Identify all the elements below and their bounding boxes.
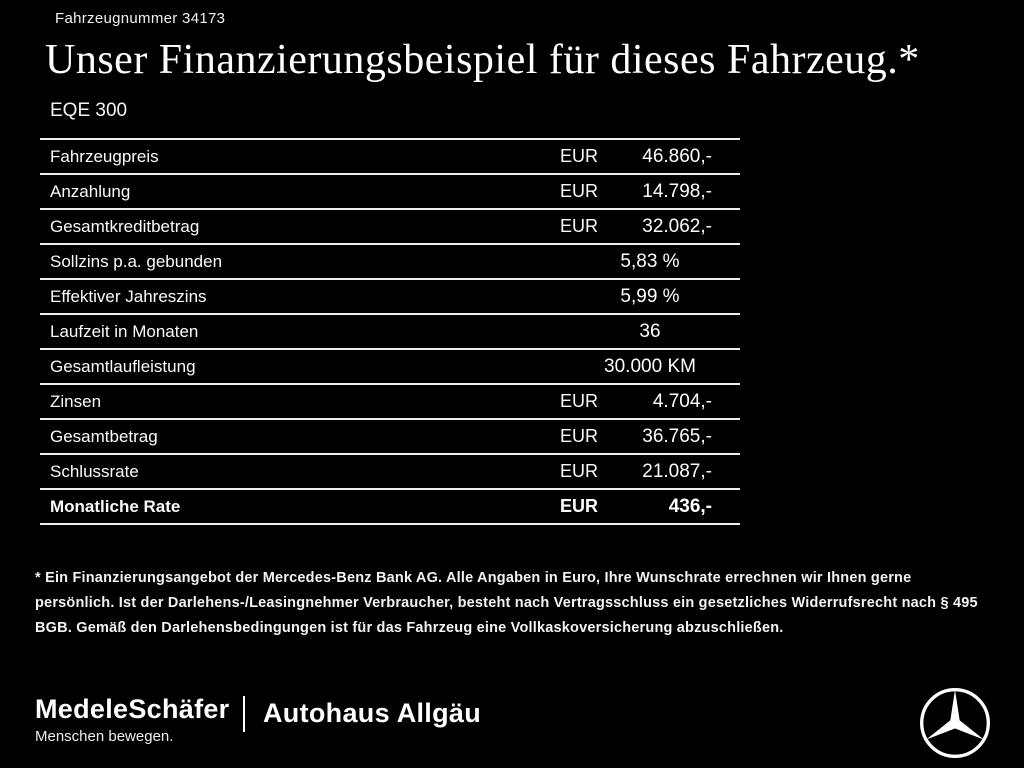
row-value: 436,- [668, 495, 712, 517]
dealer-logo-medeleschaefer: MedeleSchäfer Menschen bewegen. [35, 694, 229, 745]
row-currency: EUR [560, 146, 599, 166]
row-value: 4.704,- [652, 390, 712, 412]
row-label: Gesamtlaufleistung [50, 356, 196, 376]
row-label: Zinsen [50, 391, 102, 411]
row-value: 5,99 % [620, 285, 680, 307]
row-label: Effektiver Jahreszins [50, 286, 207, 306]
table-row: Schlussrate EUR 21.087,- [40, 455, 740, 490]
row-currency: EUR [560, 216, 599, 236]
row-value: 36 [639, 320, 661, 342]
footer-divider [243, 696, 245, 732]
row-currency: EUR [560, 496, 599, 516]
row-value: 5,83 % [620, 250, 680, 272]
row-value: 30.000 KM [604, 355, 696, 377]
vehicle-model: EQE 300 [50, 100, 128, 121]
row-value: 21.087,- [642, 460, 712, 482]
row-label: Monatliche Rate [50, 496, 181, 516]
row-value: 32.062,- [642, 215, 712, 237]
table-row: Fahrzeugpreis EUR 46.860,- [40, 140, 740, 175]
table-row: Zinsen EUR 4.704,- [40, 385, 740, 420]
table-row: Monatliche Rate EUR 436,- [40, 490, 740, 525]
row-currency: EUR [560, 461, 599, 481]
footer: MedeleSchäfer Menschen bewegen. Autohaus… [0, 686, 1024, 768]
row-label: Gesamtbetrag [50, 426, 158, 446]
row-currency: EUR [560, 181, 599, 201]
dealer-logo-autohaus-allgaeu: Autohaus Allgäu [263, 698, 481, 728]
table-row: Gesamtbetrag EUR 36.765,- [40, 420, 740, 455]
row-value: 46.860,- [642, 145, 712, 167]
row-currency: EUR [560, 391, 599, 411]
table-row: Gesamtkreditbetrag EUR 32.062,- [40, 210, 740, 245]
dealer-name: MedeleSchäfer [35, 694, 230, 724]
row-value: 36.765,- [642, 425, 712, 447]
row-label: Anzahlung [50, 181, 131, 201]
row-label: Laufzeit in Monaten [50, 321, 199, 341]
financing-table: Fahrzeugpreis EUR 46.860,- Anzahlung EUR… [40, 138, 740, 525]
row-label: Fahrzeugpreis [50, 146, 159, 166]
row-label: Gesamtkreditbetrag [50, 216, 200, 236]
row-label: Sollzins p.a. gebunden [50, 251, 223, 271]
table-row: Laufzeit in Monaten 36 [40, 315, 740, 350]
table-row: Effektiver Jahreszins 5,99 % [40, 280, 740, 315]
page-title: Unser Finanzierungsbeispiel für dieses F… [45, 37, 920, 83]
row-label: Schlussrate [50, 461, 139, 481]
dealer-tagline: Menschen bewegen. [35, 728, 174, 745]
row-currency: EUR [560, 426, 599, 446]
row-value: 14.798,- [642, 180, 712, 202]
table-row: Sollzins p.a. gebunden 5,83 % [40, 245, 740, 280]
financing-footnote: * Ein Finanzierungsangebot der Mercedes-… [35, 570, 978, 636]
table-row: Anzahlung EUR 14.798,- [40, 175, 740, 210]
table-row: Gesamtlaufleistung 30.000 KM [40, 350, 740, 385]
mercedes-star-icon [920, 688, 990, 758]
vehicle-number: Fahrzeugnummer 34173 [55, 10, 226, 27]
